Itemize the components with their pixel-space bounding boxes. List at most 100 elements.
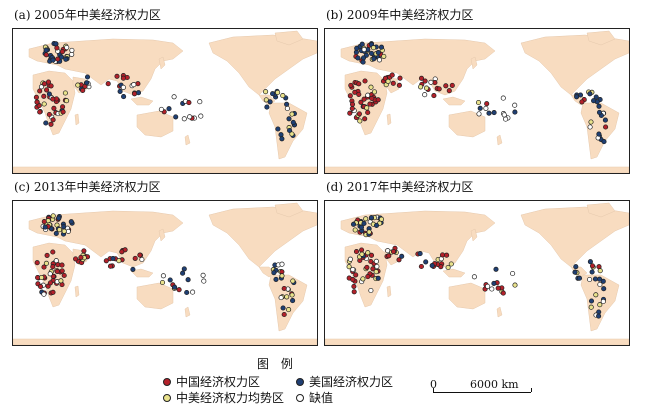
us-zone-marker bbox=[600, 278, 606, 284]
us-zone-marker bbox=[63, 56, 69, 62]
scale-line bbox=[433, 392, 531, 393]
china-zone-marker bbox=[131, 91, 138, 97]
scale-start-label: 0 bbox=[430, 378, 437, 391]
us-zone-marker bbox=[592, 276, 598, 282]
balanced-zone-marker bbox=[56, 227, 63, 233]
missing-marker bbox=[171, 94, 177, 100]
china-zone-marker bbox=[44, 252, 50, 258]
balanced-zone-marker bbox=[370, 45, 377, 51]
landmass bbox=[136, 110, 174, 138]
missing-marker bbox=[160, 273, 166, 279]
china-zone-marker bbox=[60, 109, 66, 115]
missing-marker bbox=[190, 289, 196, 295]
missing-marker bbox=[373, 258, 379, 264]
china-zone-marker bbox=[418, 75, 425, 81]
panel-2017: (d) 2017年中美经济权力区 bbox=[324, 180, 630, 346]
balanced-zone-marker bbox=[43, 260, 49, 266]
us-zone-marker bbox=[110, 255, 116, 262]
balanced-zone-marker bbox=[373, 269, 379, 275]
china-zone-marker bbox=[41, 81, 47, 87]
missing-marker bbox=[279, 261, 285, 267]
balanced-zone-marker bbox=[445, 264, 451, 271]
balanced-zone-marker bbox=[366, 229, 372, 235]
china-zone-marker bbox=[50, 264, 56, 270]
china-zone-marker bbox=[444, 252, 450, 258]
china-zone-marker bbox=[78, 254, 84, 260]
missing-marker bbox=[197, 99, 203, 105]
china-zone-marker bbox=[443, 83, 449, 89]
us-zone-marker bbox=[56, 215, 62, 221]
china-zone-marker bbox=[439, 252, 446, 258]
china-zone-marker bbox=[37, 88, 43, 94]
us-zone-marker bbox=[354, 45, 360, 51]
balanced-zone-marker bbox=[58, 278, 64, 284]
us-zone-marker bbox=[278, 132, 284, 138]
landmass bbox=[496, 134, 503, 146]
us-zone-marker bbox=[279, 136, 285, 142]
balanced-zone-marker bbox=[381, 53, 387, 59]
landmass bbox=[586, 202, 616, 218]
us-zone-marker bbox=[596, 103, 602, 109]
us-zone-marker bbox=[68, 219, 74, 225]
landmass bbox=[325, 338, 629, 345]
landmass bbox=[496, 306, 503, 318]
legend-label-us: 美国经济权力区 bbox=[309, 375, 394, 389]
missing-marker bbox=[120, 84, 126, 90]
balanced-zone-marker bbox=[593, 292, 599, 298]
us-zone-marker bbox=[271, 270, 277, 276]
us-zone-marker bbox=[359, 41, 365, 47]
china-zone-marker bbox=[386, 253, 392, 259]
china-zone-marker bbox=[51, 105, 57, 111]
legend-item-china: 中国经济权力区 bbox=[163, 373, 260, 390]
china-zone-marker bbox=[105, 81, 111, 87]
landmass bbox=[274, 202, 304, 218]
balanced-zone-marker bbox=[475, 99, 482, 106]
missing-marker bbox=[131, 82, 137, 88]
missing-marker bbox=[284, 105, 290, 112]
china-zone-marker bbox=[375, 97, 381, 103]
us-zone-marker bbox=[378, 44, 385, 50]
us-zone-marker bbox=[185, 277, 191, 283]
us-zone-marker bbox=[50, 57, 56, 63]
missing-marker bbox=[200, 272, 206, 278]
china-zone-marker bbox=[500, 290, 506, 296]
legend-title: 图 例 bbox=[257, 357, 297, 371]
map-svg-2013 bbox=[13, 201, 317, 345]
us-zone-marker bbox=[43, 47, 49, 53]
missing-marker bbox=[350, 266, 356, 273]
us-zone-marker bbox=[42, 224, 48, 230]
landmass bbox=[586, 30, 616, 46]
missing-marker bbox=[47, 271, 53, 277]
balanced-zone-marker bbox=[64, 98, 70, 104]
balanced-zone-marker bbox=[275, 89, 281, 96]
us-zone-marker bbox=[596, 131, 602, 137]
china-zone-marker bbox=[54, 45, 60, 51]
us-zone-marker bbox=[587, 91, 593, 97]
missing-marker bbox=[489, 286, 495, 292]
landmass bbox=[28, 210, 184, 268]
china-zone-marker bbox=[41, 93, 47, 99]
china-zone-marker bbox=[81, 248, 87, 254]
landmass bbox=[28, 38, 184, 96]
china-zone-marker bbox=[38, 284, 44, 290]
china-zone-marker bbox=[353, 249, 360, 255]
china-zone-marker bbox=[361, 96, 367, 102]
china-zone-marker bbox=[46, 111, 52, 118]
us-zone-marker bbox=[53, 230, 59, 236]
us-zone-marker bbox=[172, 284, 178, 290]
missing-marker bbox=[483, 105, 489, 111]
landmass bbox=[184, 306, 191, 318]
us-zone-marker bbox=[290, 119, 296, 125]
world-map-2013 bbox=[12, 200, 318, 346]
us-zone-marker bbox=[423, 259, 429, 265]
panel-2005: (a) 2005年中美经济权力区 bbox=[12, 8, 318, 174]
china-zone-marker bbox=[431, 93, 437, 99]
missing-marker bbox=[422, 92, 428, 98]
scale-end-label: 6000 km bbox=[470, 378, 519, 391]
balanced-zone-marker bbox=[41, 101, 47, 107]
balanced-zone-marker bbox=[290, 278, 296, 284]
legend-label-china: 中国经济权力区 bbox=[176, 375, 261, 389]
china-zone-marker bbox=[368, 252, 375, 258]
china-zone-marker bbox=[348, 82, 354, 88]
us-zone-marker bbox=[375, 275, 381, 281]
